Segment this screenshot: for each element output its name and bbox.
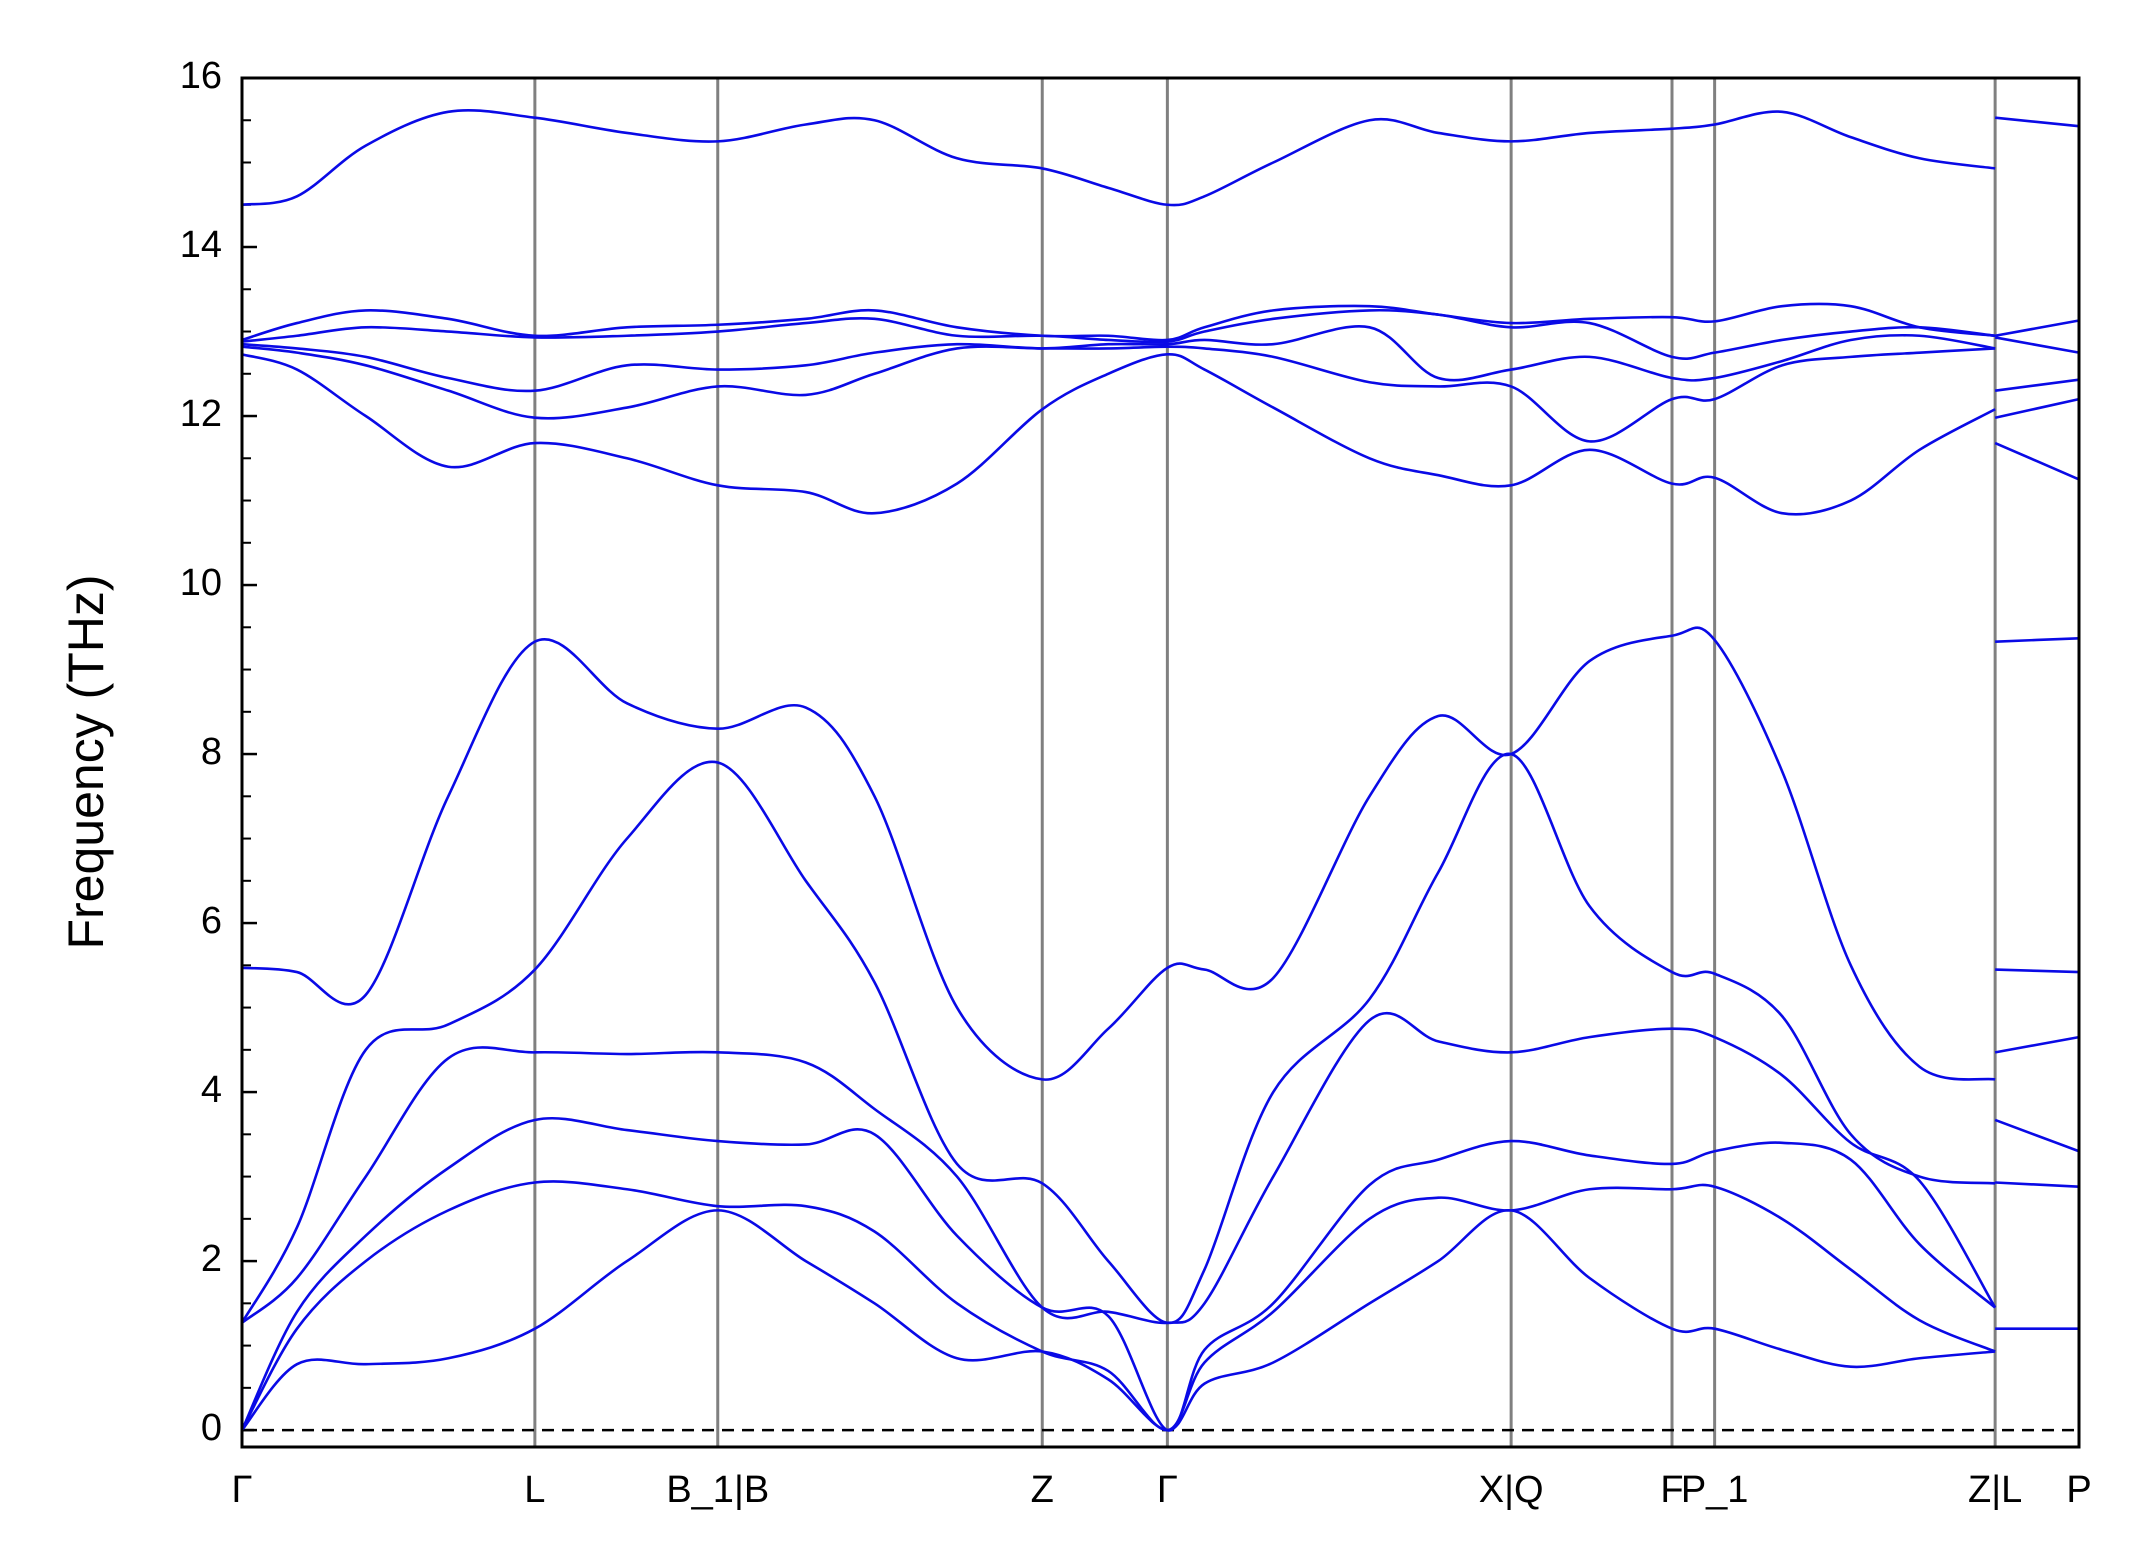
band-line — [240, 1116, 2080, 1432]
y-tick-label: 16 — [180, 55, 222, 97]
x-tick-label: Γ — [1157, 1469, 1178, 1511]
x-tick-label: X|Q — [1479, 1469, 1544, 1511]
x-tick-label: P — [2066, 1469, 2091, 1511]
y-tick-label: 4 — [201, 1069, 222, 1111]
x-tick-label: Z — [1031, 1469, 1054, 1511]
x-tick-label: F — [1660, 1469, 1683, 1511]
x-tick-label: Z|L — [1968, 1469, 2022, 1511]
y-axis-label: Frequency (THz) — [58, 574, 114, 949]
band-line — [241, 302, 2080, 342]
band-line — [241, 353, 2080, 516]
y-tick-label: 14 — [180, 224, 222, 266]
x-tick-label: L — [524, 1469, 545, 1511]
y-tick-label: 10 — [180, 562, 222, 604]
x-tick-label: Γ — [232, 1469, 253, 1511]
y-tick-label: 6 — [201, 900, 222, 942]
plot-frame — [240, 76, 2081, 1449]
band-line — [241, 108, 2080, 207]
band-line — [241, 308, 2080, 360]
y-tick-label: 12 — [180, 393, 222, 435]
x-tick-label: P_1 — [1681, 1469, 1749, 1511]
band-line — [241, 345, 2080, 443]
y-tick-label: 8 — [201, 731, 222, 773]
y-tick-label: 2 — [201, 1238, 222, 1280]
y-tick-label: 0 — [201, 1407, 222, 1449]
band-line — [241, 325, 2080, 393]
x-tick-label: B_1|B — [666, 1469, 769, 1511]
band-line — [240, 752, 2080, 1325]
band-line — [241, 626, 2080, 1081]
